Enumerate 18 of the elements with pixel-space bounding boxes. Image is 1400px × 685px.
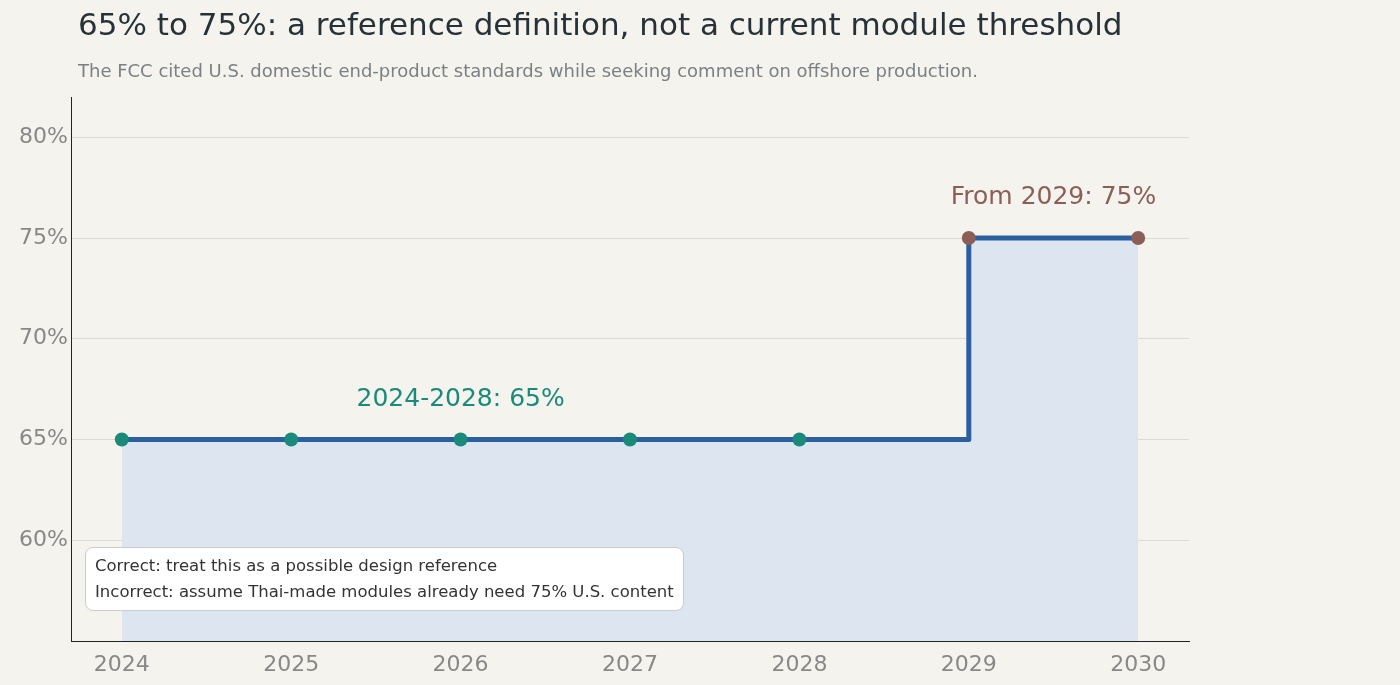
y-tick-label: 60% <box>19 525 68 551</box>
x-tick-label: 2026 <box>432 650 489 676</box>
annotation: From 2029: 75% <box>950 181 1157 211</box>
y-tick-label: 65% <box>19 425 68 451</box>
y-tick-label: 70% <box>19 324 68 350</box>
chart-subtitle: The FCC cited U.S. domestic end-product standards while seeking comment on offshore production. <box>78 60 978 81</box>
annotation: Incorrect: assume Thai-made modules already need 75% U.S. content <box>95 582 674 601</box>
y-tick-label: 75% <box>19 223 68 249</box>
annotation: Correct: treat this as a possible design reference <box>95 556 498 575</box>
x-tick-label: 2029 <box>940 650 997 676</box>
x-tick-label: 2027 <box>602 650 658 676</box>
x-tick-label: 2024 <box>93 650 150 676</box>
x-tick-label: 2028 <box>771 650 828 676</box>
y-tick-label: 80% <box>19 123 68 149</box>
x-tick-label: 2030 <box>1110 650 1167 676</box>
x-tick-label: 2025 <box>263 650 320 676</box>
chart-title: 65% to 75%: a reference definition, not a current module threshold <box>78 6 1123 42</box>
annotation: 2024-2028: 65% <box>356 382 565 412</box>
